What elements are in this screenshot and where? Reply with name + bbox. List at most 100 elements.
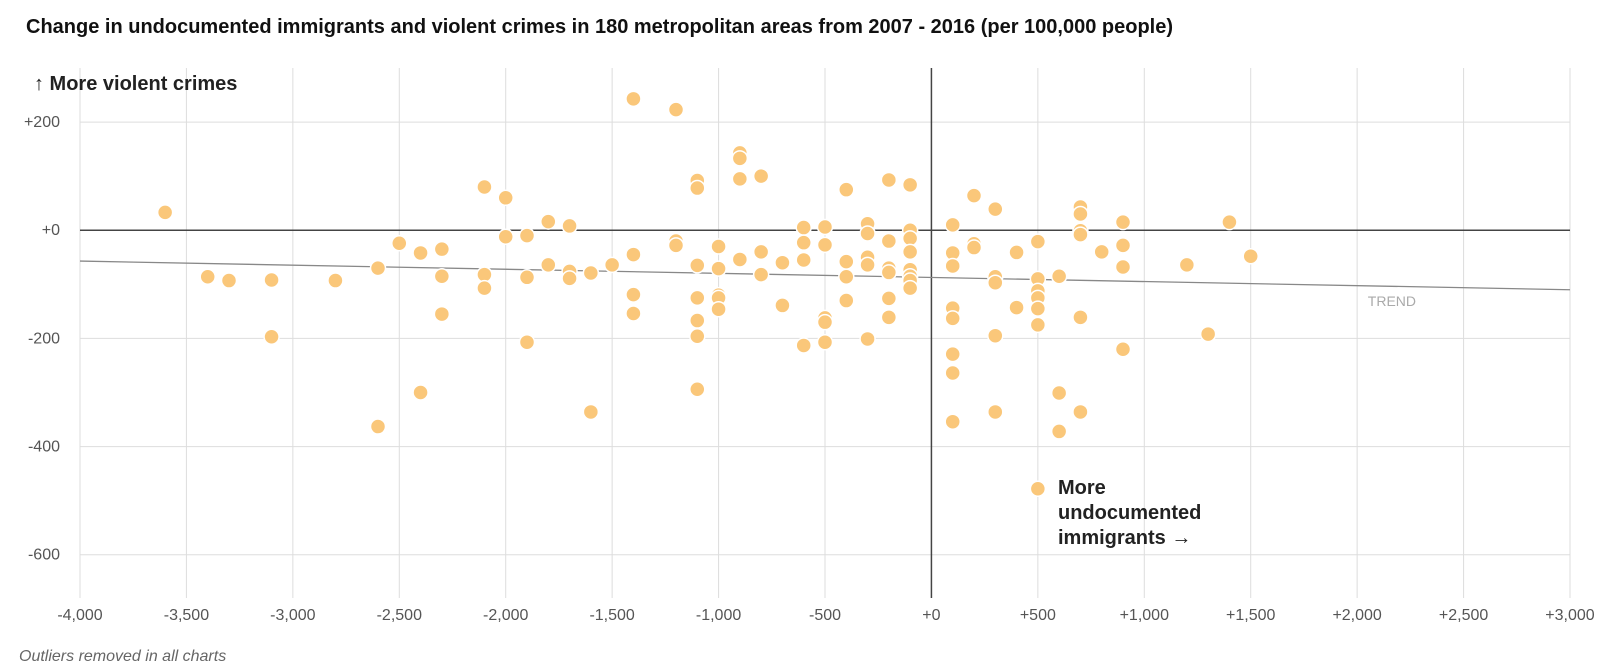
data-point: [518, 333, 536, 351]
data-point: [412, 384, 429, 401]
data-point: [476, 266, 493, 283]
data-point: [859, 256, 876, 274]
data-point: [795, 251, 812, 269]
data-point: [944, 364, 961, 382]
point-layer: [156, 90, 1259, 440]
data-point: [1114, 340, 1132, 358]
x-annotation-line-3: immigrants →: [1058, 527, 1191, 549]
data-point: [263, 328, 280, 346]
data-point: [1242, 247, 1259, 265]
x-tick-label: -4,000: [57, 607, 102, 624]
data-point: [433, 305, 451, 323]
data-point: [327, 272, 344, 289]
data-point: [518, 269, 536, 286]
y-tick-label: -200: [28, 330, 60, 347]
x-tick-label: +2,500: [1439, 607, 1488, 624]
data-point: [1072, 205, 1089, 223]
x-tick-label: +3,000: [1545, 607, 1594, 624]
data-point: [689, 380, 706, 398]
data-point: [1050, 267, 1068, 285]
data-point: [901, 279, 919, 297]
x-tick-label: -2,000: [483, 607, 528, 624]
data-point: [816, 236, 834, 254]
data-point: [369, 418, 387, 435]
data-point: [1221, 213, 1238, 231]
data-point: [497, 189, 514, 207]
data-point: [199, 268, 216, 286]
data-point: [731, 251, 749, 268]
x-tick-label: -500: [809, 607, 841, 624]
data-point: [880, 264, 898, 281]
data-point: [689, 312, 706, 329]
data-point: [752, 266, 770, 283]
data-point: [1029, 300, 1047, 317]
trend-label: TREND: [1368, 293, 1416, 309]
data-point: [710, 260, 727, 277]
x-tick-label: +1,000: [1120, 607, 1169, 624]
data-point: [561, 270, 578, 287]
data-point: [774, 297, 791, 314]
data-point: [540, 256, 557, 274]
data-point: [901, 176, 919, 194]
data-point: [944, 216, 961, 234]
data-point: [965, 239, 983, 256]
data-point: [710, 300, 727, 318]
data-point: [667, 237, 685, 254]
trend-layer: TREND: [79, 260, 1571, 309]
data-point: [433, 240, 451, 258]
scatter-chart: TREND -4,000 -3,500 -3,000 -2,500 -2,000 -1,5…: [24, 68, 1595, 624]
data-point: [1029, 233, 1047, 250]
data-point: [1050, 423, 1068, 440]
data-point: [774, 254, 791, 271]
data-point: [838, 268, 855, 286]
data-point: [752, 243, 770, 261]
data-point: [944, 345, 961, 363]
legend-point-marker: [1029, 480, 1047, 498]
data-point: [795, 337, 812, 354]
data-point: [752, 167, 770, 185]
x-tick-label: +2,000: [1332, 607, 1381, 624]
data-point: [859, 330, 876, 348]
data-point: [220, 272, 238, 289]
data-point: [1072, 403, 1089, 421]
x-annotation-line-1: More: [1058, 477, 1106, 499]
data-point: [561, 217, 578, 235]
x-tick-label: -3,000: [270, 607, 315, 624]
data-point: [625, 286, 642, 303]
data-point: [880, 232, 898, 250]
x-tick-label: -2,500: [377, 607, 422, 624]
data-point: [816, 333, 834, 351]
grid-layer: [79, 68, 1571, 598]
data-point: [689, 179, 706, 197]
data-point: [1114, 237, 1132, 254]
data-point: [901, 230, 919, 247]
data-point: [1093, 243, 1110, 261]
data-point: [1114, 258, 1132, 276]
data-point: [603, 256, 621, 274]
data-point: [987, 403, 1004, 421]
data-point: [1050, 384, 1068, 402]
data-point: [497, 228, 514, 245]
x-axis-annotation: More undocumented immigrants →: [1029, 477, 1201, 549]
data-point: [582, 403, 600, 421]
data-point: [944, 310, 961, 327]
data-point: [816, 313, 834, 331]
y-tick-label: -400: [28, 439, 60, 456]
data-point: [582, 264, 600, 282]
data-point: [816, 218, 834, 236]
data-point: [838, 253, 855, 270]
data-point: [987, 274, 1004, 291]
data-point: [987, 200, 1004, 218]
data-point: [838, 292, 855, 309]
footnote: Outliers removed in all charts: [19, 648, 227, 665]
y-tick-label: +200: [24, 114, 60, 131]
data-point: [901, 243, 919, 261]
data-point: [689, 257, 706, 274]
x-tick-label: -1,000: [696, 607, 741, 624]
data-point: [944, 413, 961, 430]
x-tick-label: +500: [1020, 607, 1056, 624]
x-tick-label: +0: [922, 607, 940, 624]
data-point: [1199, 325, 1217, 343]
data-point: [965, 187, 983, 204]
x-annotation-line-2: undocumented: [1058, 502, 1201, 524]
